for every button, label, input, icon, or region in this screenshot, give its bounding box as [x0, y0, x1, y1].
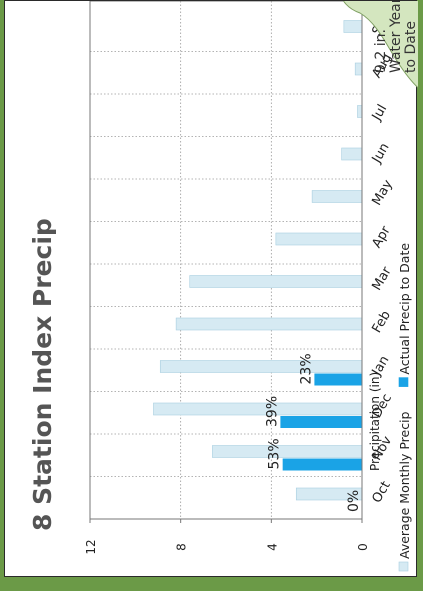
bar-average-nov	[212, 445, 363, 458]
legend-label: Actual Precip to Date	[397, 243, 412, 375]
axes	[89, 1, 363, 520]
precip-chart: 8 Station Index Precip Precipitation (in…	[28, 1, 418, 572]
annotation-line: 9.2 in.	[373, 29, 389, 73]
bar-average-sep	[343, 20, 363, 33]
data-label-dec: 39%	[264, 396, 280, 427]
bar-average-may	[311, 190, 363, 203]
category-label-feb: Feb	[369, 308, 394, 335]
bar-actual-jan	[314, 373, 362, 386]
annotation-text: 9.2 in. Water Year to Date	[373, 1, 418, 73]
bar-average-mar	[189, 275, 363, 288]
annotation-line: Water Year	[388, 1, 404, 73]
data-label-oct: 0%	[346, 490, 362, 512]
category-label-jun: Jun	[369, 141, 393, 167]
value-tick-label: 12	[84, 539, 98, 554]
grid	[90, 1, 362, 519]
bar-average-feb	[175, 317, 363, 331]
data-label-nov: 53%	[267, 438, 283, 469]
bars	[153, 20, 363, 501]
legend-group: Average Monthly Precip Actual Precip to D…	[397, 243, 412, 572]
category-label-oct: Oct	[369, 479, 393, 506]
data-label-jan: 23%	[298, 353, 314, 384]
chart-title: 8 Station Index Precip	[28, 218, 57, 531]
value-tick-label: 0	[356, 543, 370, 551]
category-label-jul: Jul	[369, 102, 390, 124]
plot-area-border	[89, 1, 363, 520]
category-label-apr: Apr	[369, 223, 394, 251]
bar-actual-dec	[280, 416, 362, 428]
bar-average-dec	[153, 402, 363, 416]
legend: Average Monthly Precip Actual Precip to D…	[397, 243, 412, 572]
bar-average-jan	[159, 360, 363, 373]
legend-label: Average Monthly Precip	[397, 411, 412, 559]
y-axis-label: Precipitation (in)	[368, 372, 382, 471]
annotation-heart-shape	[342, 1, 418, 89]
category-label-may: May	[369, 177, 396, 208]
category-label-mar: Mar	[369, 264, 395, 293]
annotation-badge: 9.2 in. Water Year to Date	[342, 1, 418, 89]
bar-average-aug	[354, 62, 363, 76]
bar-average-jun	[341, 147, 363, 161]
bar-average-jul	[357, 105, 363, 118]
annotation-line: to Date	[403, 21, 418, 73]
value-tick-label: 4	[265, 543, 279, 551]
chart-panel: 8 Station Index Precip Precipitation (in…	[4, 0, 418, 577]
bar-average-apr	[275, 232, 363, 246]
legend-swatch	[398, 561, 409, 572]
bar-actual-nov	[282, 458, 362, 471]
value-tick-label: 8	[175, 543, 189, 551]
legend-swatch	[398, 377, 409, 387]
